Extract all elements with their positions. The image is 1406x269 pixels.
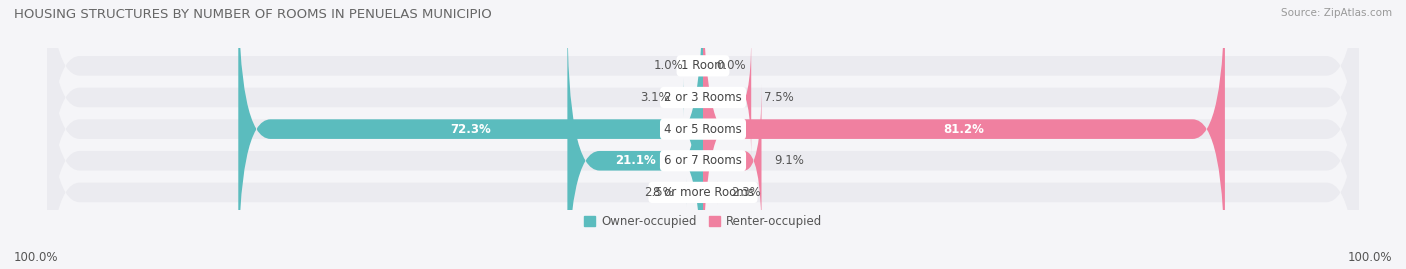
Text: HOUSING STRUCTURES BY NUMBER OF ROOMS IN PENUELAS MUNICIPIO: HOUSING STRUCTURES BY NUMBER OF ROOMS IN… xyxy=(14,8,492,21)
Text: 2.3%: 2.3% xyxy=(731,186,761,199)
FancyBboxPatch shape xyxy=(696,56,703,76)
Text: Source: ZipAtlas.com: Source: ZipAtlas.com xyxy=(1281,8,1392,18)
FancyBboxPatch shape xyxy=(48,0,1358,269)
Text: 100.0%: 100.0% xyxy=(1347,251,1392,264)
Text: 7.5%: 7.5% xyxy=(763,91,794,104)
Text: 21.1%: 21.1% xyxy=(614,154,655,167)
FancyBboxPatch shape xyxy=(703,84,762,237)
FancyBboxPatch shape xyxy=(48,44,1358,269)
FancyBboxPatch shape xyxy=(703,36,751,159)
Text: 0.0%: 0.0% xyxy=(716,59,745,72)
Text: 1.0%: 1.0% xyxy=(654,59,683,72)
FancyBboxPatch shape xyxy=(48,0,1358,246)
Text: 4 or 5 Rooms: 4 or 5 Rooms xyxy=(664,123,742,136)
FancyBboxPatch shape xyxy=(703,0,1225,269)
Text: 3.1%: 3.1% xyxy=(641,91,671,104)
FancyBboxPatch shape xyxy=(48,12,1358,269)
FancyBboxPatch shape xyxy=(568,12,703,269)
FancyBboxPatch shape xyxy=(703,180,718,204)
Legend: Owner-occupied, Renter-occupied: Owner-occupied, Renter-occupied xyxy=(579,211,827,233)
Text: 9.1%: 9.1% xyxy=(775,154,804,167)
FancyBboxPatch shape xyxy=(683,78,703,117)
Text: 6 or 7 Rooms: 6 or 7 Rooms xyxy=(664,154,742,167)
Text: 1 Room: 1 Room xyxy=(681,59,725,72)
Text: 2 or 3 Rooms: 2 or 3 Rooms xyxy=(664,91,742,104)
FancyBboxPatch shape xyxy=(688,179,703,206)
FancyBboxPatch shape xyxy=(238,0,703,269)
Text: 72.3%: 72.3% xyxy=(450,123,491,136)
Text: 81.2%: 81.2% xyxy=(943,123,984,136)
Text: 8 or more Rooms: 8 or more Rooms xyxy=(652,186,754,199)
FancyBboxPatch shape xyxy=(48,0,1358,214)
Text: 2.5%: 2.5% xyxy=(644,186,673,199)
Text: 100.0%: 100.0% xyxy=(14,251,59,264)
